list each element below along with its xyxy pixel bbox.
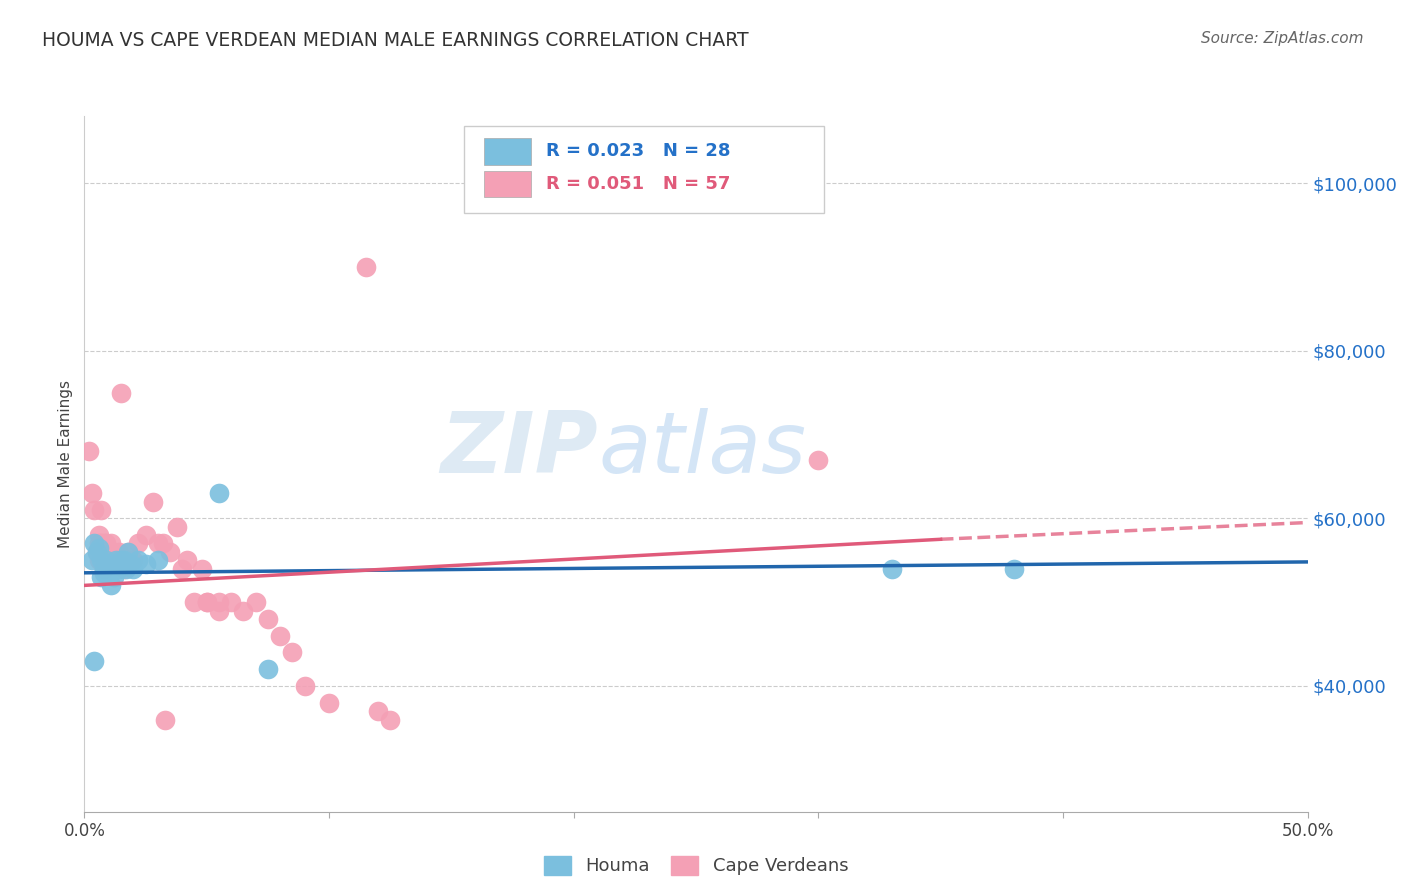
Point [87, 528, 110, 542]
Point [269, 629, 291, 643]
Point [208, 486, 231, 500]
Point [354, 260, 377, 274]
Point [195, 595, 218, 609]
Text: Source: ZipAtlas.com: Source: ZipAtlas.com [1201, 31, 1364, 46]
Point [93, 545, 115, 559]
Point [107, 545, 129, 559]
Point [135, 558, 157, 572]
Point [90, 553, 112, 567]
Point [135, 528, 157, 542]
Point [380, 713, 402, 727]
Point [122, 561, 145, 575]
Point [93, 566, 115, 580]
Point [110, 385, 132, 400]
Point [245, 595, 267, 609]
Point [110, 553, 132, 567]
Point [97, 545, 120, 559]
Point [105, 553, 128, 567]
Point [110, 553, 132, 567]
Point [93, 561, 115, 575]
Point [159, 545, 181, 559]
FancyBboxPatch shape [484, 171, 531, 197]
Point [183, 595, 205, 609]
Point [87, 541, 110, 555]
Point [120, 558, 142, 572]
Point [367, 704, 389, 718]
Point [96, 553, 118, 567]
Point [127, 536, 149, 550]
Y-axis label: Median Male Earnings: Median Male Earnings [58, 380, 73, 548]
Point [146, 536, 169, 550]
Point [90, 536, 112, 550]
Text: HOUMA VS CAPE VERDEAN MEDIAN MALE EARNINGS CORRELATION CHART: HOUMA VS CAPE VERDEAN MEDIAN MALE EARNIN… [42, 31, 749, 50]
Point [90, 503, 112, 517]
FancyBboxPatch shape [464, 127, 824, 213]
Point [80, 553, 103, 567]
Point [112, 553, 135, 567]
Point [87, 536, 110, 550]
Point [153, 713, 176, 727]
Point [96, 553, 118, 567]
Point [93, 553, 115, 567]
Point [86, 545, 108, 559]
Point [83, 536, 105, 550]
Point [294, 679, 316, 693]
Point [152, 536, 174, 550]
Legend: Houma, Cape Verdeans: Houma, Cape Verdeans [536, 849, 856, 883]
Point [127, 553, 149, 567]
Point [96, 536, 118, 550]
Point [86, 545, 108, 559]
Point [195, 595, 218, 609]
Point [172, 561, 194, 575]
Point [90, 570, 112, 584]
Text: R = 0.051   N = 57: R = 0.051 N = 57 [546, 175, 730, 194]
Point [103, 570, 125, 584]
Point [90, 545, 112, 559]
Point [97, 561, 120, 575]
Text: R = 0.023   N = 28: R = 0.023 N = 28 [546, 143, 730, 161]
Point [87, 553, 110, 567]
Point [1002, 561, 1025, 575]
Point [880, 561, 903, 575]
Point [807, 452, 830, 467]
Text: atlas: atlas [598, 409, 806, 491]
Point [142, 494, 165, 508]
Point [107, 561, 129, 575]
Point [103, 545, 125, 559]
Point [208, 603, 231, 617]
Point [93, 536, 115, 550]
Point [80, 486, 103, 500]
Point [257, 612, 280, 626]
Point [281, 645, 304, 659]
Point [219, 595, 242, 609]
Point [122, 553, 145, 567]
Point [97, 553, 120, 567]
Point [176, 553, 198, 567]
Point [115, 553, 138, 567]
Point [83, 654, 105, 668]
FancyBboxPatch shape [484, 138, 531, 165]
Point [318, 696, 340, 710]
Point [115, 561, 138, 575]
Point [146, 553, 169, 567]
Point [117, 545, 139, 559]
Point [191, 561, 214, 575]
Point [232, 603, 254, 617]
Point [93, 561, 115, 575]
Point [100, 536, 122, 550]
Point [208, 595, 231, 609]
Point [77, 444, 100, 458]
Text: ZIP: ZIP [440, 409, 598, 491]
Point [117, 545, 139, 559]
Point [105, 553, 128, 567]
Point [100, 578, 122, 592]
Point [166, 519, 188, 533]
Point [83, 503, 105, 517]
Point [112, 561, 135, 575]
Point [120, 553, 142, 567]
Point [257, 662, 280, 676]
